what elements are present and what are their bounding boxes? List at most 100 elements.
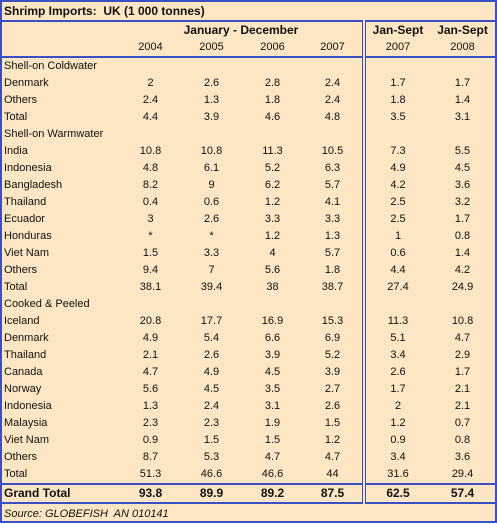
- row-label: Total: [4, 468, 28, 480]
- empty-cell: [181, 296, 242, 313]
- value-cell: 1.2: [264, 230, 281, 242]
- value-cell: 3.9: [203, 111, 220, 123]
- value-cell: 5.6: [264, 264, 281, 276]
- value-cell: 2.8: [264, 77, 281, 89]
- value-cell: 6.6: [264, 332, 281, 344]
- value-cell: 5.6: [142, 383, 159, 395]
- value-cell: 5.4: [203, 332, 220, 344]
- value-cell: 5.3: [203, 451, 220, 463]
- value-cell: 46.6: [261, 468, 284, 480]
- value-cell: 1.2: [264, 196, 281, 208]
- value-cell: 2.4: [324, 94, 341, 106]
- row-label: Others: [4, 451, 38, 463]
- value-cell: 16.9: [261, 315, 284, 327]
- empty-cell: [2, 21, 120, 39]
- value-cell: 0.4: [142, 196, 159, 208]
- data-row: Total 4.4 3.9 4.6 4.8 3.5 3.1: [2, 109, 495, 126]
- empty-cell: [120, 126, 181, 143]
- empty-cell: [303, 126, 364, 143]
- value-cell: 2.5: [362, 194, 430, 211]
- value-cell: 20.8: [139, 315, 162, 327]
- value-cell: 1.5: [142, 247, 159, 259]
- section-row: Shell-on Warmwater: [2, 126, 495, 143]
- value-cell: 89.2: [242, 483, 303, 503]
- value-cell: 5.2: [324, 349, 341, 361]
- row-label: Grand Total: [2, 483, 120, 503]
- value-cell: 4.7: [324, 451, 341, 463]
- value-cell: 93.8: [120, 483, 181, 503]
- value-cell: 7: [208, 264, 215, 276]
- empty-cell: [120, 296, 181, 313]
- value-cell: 1.5: [264, 434, 281, 446]
- data-row: Denmark 2 2.6 2.8 2.4 1.7 1.7: [2, 75, 495, 92]
- group-header: January - December: [183, 23, 299, 37]
- value-cell: 7.3: [362, 143, 430, 160]
- value-cell: *: [148, 230, 153, 242]
- value-cell: 89.9: [181, 483, 242, 503]
- value-cell: 1.7: [362, 75, 430, 92]
- value-cell: 2008: [430, 39, 496, 58]
- value-cell: 0.6: [362, 245, 430, 262]
- value-cell: 0.9: [142, 434, 159, 446]
- value-cell: 2.1: [454, 383, 471, 395]
- value-cell: 3.3: [264, 213, 281, 225]
- value-cell: 4.1: [324, 196, 341, 208]
- value-cell: 3.5: [362, 109, 430, 126]
- row-label: Iceland: [4, 315, 40, 327]
- value-cell: 4.4: [142, 111, 159, 123]
- data-row: Honduras * * 1.2 1.3 1 0.8: [2, 228, 495, 245]
- value-cell: 62.5: [362, 483, 430, 503]
- row-label: Viet Nam: [4, 247, 50, 259]
- value-cell: 4.6: [264, 111, 281, 123]
- value-cell: 2006: [242, 39, 303, 58]
- value-cell: 2.5: [362, 211, 430, 228]
- row-label: Norway: [4, 383, 42, 395]
- value-cell: 4.9: [142, 332, 159, 344]
- value-cell: 5.5: [454, 145, 471, 157]
- data-row: Thailand 2.1 2.6 3.9 5.2 3.4 2.9: [2, 347, 495, 364]
- value-cell: 5.1: [362, 330, 430, 347]
- value-cell: 1.4: [454, 247, 471, 259]
- value-cell: 57.4: [430, 483, 496, 503]
- value-cell: 2.3: [142, 417, 159, 429]
- data-row: Others 9.4 7 5.6 1.8 4.4 4.2: [2, 262, 495, 279]
- value-cell: 3.4: [362, 347, 430, 364]
- data-row: Malaysia 2.3 2.3 1.9 1.5 1.2 0.7: [2, 415, 495, 432]
- row-label: Total: [4, 111, 28, 123]
- value-cell: 0.8: [454, 434, 471, 446]
- value-cell: 2.6: [203, 213, 220, 225]
- value-cell: 6.3: [324, 162, 341, 174]
- value-cell: 9.4: [142, 264, 159, 276]
- value-cell: 31.6: [362, 466, 430, 484]
- value-cell: 1.9: [264, 417, 281, 429]
- row-label: Denmark: [4, 77, 49, 89]
- value-cell: 6.1: [203, 162, 220, 174]
- row-label: Viet Nam: [4, 434, 50, 446]
- value-cell: 2.1: [142, 349, 159, 361]
- value-cell: 4.7: [264, 451, 281, 463]
- grand-total-row: Grand Total 93.8 89.9 89.2 87.5 62.5 57.4: [2, 483, 496, 503]
- data-row: Norway 5.6 4.5 3.5 2.7 1.7 2.1: [2, 381, 495, 398]
- value-cell: 1.3: [142, 400, 159, 412]
- row-label: Bangladesh: [4, 179, 63, 191]
- value-cell: 29.4: [451, 468, 474, 480]
- value-cell: 4.7: [142, 366, 159, 378]
- value-cell: 10.5: [321, 145, 344, 157]
- value-cell: 44: [326, 468, 339, 480]
- value-cell: 3.3: [203, 247, 220, 259]
- value-cell: 3: [147, 213, 154, 225]
- value-cell: 0.9: [362, 432, 430, 449]
- value-cell: 51.3: [139, 468, 162, 480]
- value-cell: 11.3: [362, 313, 430, 330]
- value-cell: 9: [208, 179, 215, 191]
- value-cell: 1.8: [362, 92, 430, 109]
- empty-cell: [362, 126, 430, 143]
- value-cell: 10.8: [451, 315, 474, 327]
- row-label: Ecuador: [4, 213, 45, 225]
- value-cell: 4.5: [203, 383, 220, 395]
- empty-cell: [362, 57, 430, 75]
- empty-cell: [181, 57, 242, 75]
- value-cell: 4.2: [454, 264, 471, 276]
- value-cell: 1.8: [324, 264, 341, 276]
